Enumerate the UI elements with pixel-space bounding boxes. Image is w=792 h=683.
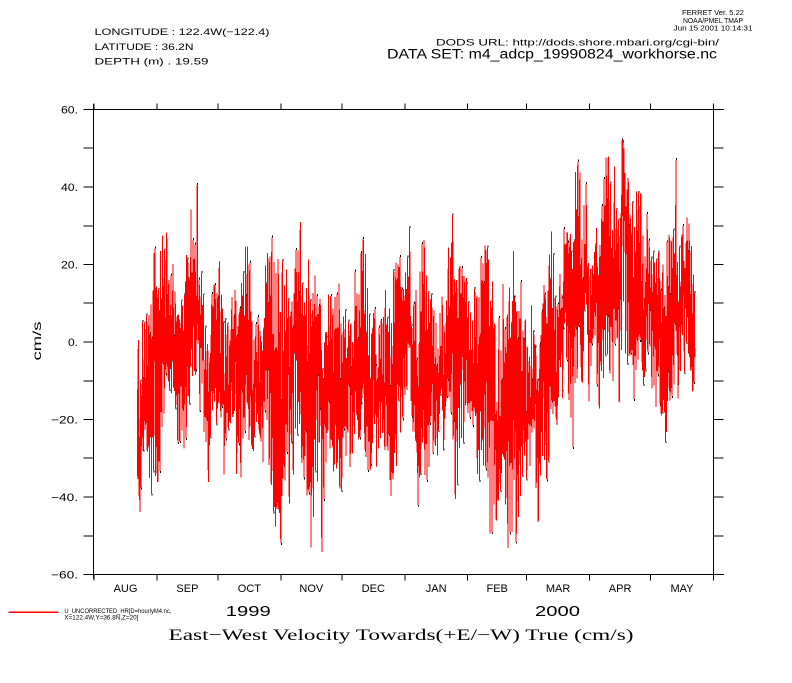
- svg-text:NOAA/PMEL TMAP: NOAA/PMEL TMAP: [683, 18, 743, 25]
- svg-text:60.: 60.: [61, 104, 78, 116]
- svg-text:FEB: FEB: [486, 583, 507, 595]
- svg-text:LONGITUDE : 122.4W(−122.4): LONGITUDE : 122.4W(−122.4): [95, 27, 270, 38]
- svg-text:AUG: AUG: [114, 583, 138, 595]
- svg-text:cm/s: cm/s: [30, 322, 44, 361]
- svg-text:Jun 15 2001 10:14:31: Jun 15 2001 10:14:31: [674, 26, 753, 33]
- svg-text:20.: 20.: [61, 259, 78, 271]
- svg-text:APR: APR: [609, 583, 632, 595]
- svg-text:40.: 40.: [61, 182, 78, 194]
- svg-text:−20.: −20.: [51, 414, 78, 426]
- svg-text:FERRET Ver. 5.22: FERRET Ver. 5.22: [682, 10, 744, 17]
- svg-text:NOV: NOV: [299, 583, 324, 595]
- svg-text:MAY: MAY: [670, 583, 694, 595]
- svg-text:DEPTH (m) . 19.59: DEPTH (m) . 19.59: [95, 56, 209, 67]
- svg-text:U_UNCORRECTED_HR[D=hourlyM4.nc: U_UNCORRECTED_HR[D=hourlyM4.nc,: [64, 609, 171, 615]
- svg-text:−40.: −40.: [51, 492, 78, 504]
- svg-text:−60.: −60.: [51, 569, 78, 581]
- svg-text:DODS URL: http://dods.shore.mb: DODS URL: http://dods.shore.mbari.org/cg…: [436, 37, 720, 47]
- svg-text:1999: 1999: [226, 603, 271, 620]
- svg-text:0.: 0.: [68, 337, 78, 349]
- svg-text:SEP: SEP: [176, 583, 198, 595]
- svg-text:OCT: OCT: [238, 583, 262, 595]
- svg-text:MAR: MAR: [546, 583, 571, 595]
- svg-text:JAN: JAN: [426, 583, 447, 595]
- svg-text:X=122.4W,Y=36.8N,Z=20]: X=122.4W,Y=36.8N,Z=20]: [64, 616, 138, 622]
- svg-text:2000: 2000: [535, 603, 580, 620]
- svg-text:LATITUDE : 36.2N: LATITUDE : 36.2N: [95, 42, 194, 53]
- svg-text:DEC: DEC: [362, 583, 385, 595]
- svg-text:DATA SET: m4_adcp_19990824_wor: DATA SET: m4_adcp_19990824_workhorse.nc: [387, 47, 717, 62]
- svg-text:East−West Velocity Towards(+E/: East−West Velocity Towards(+E/−W) True (…: [169, 627, 634, 644]
